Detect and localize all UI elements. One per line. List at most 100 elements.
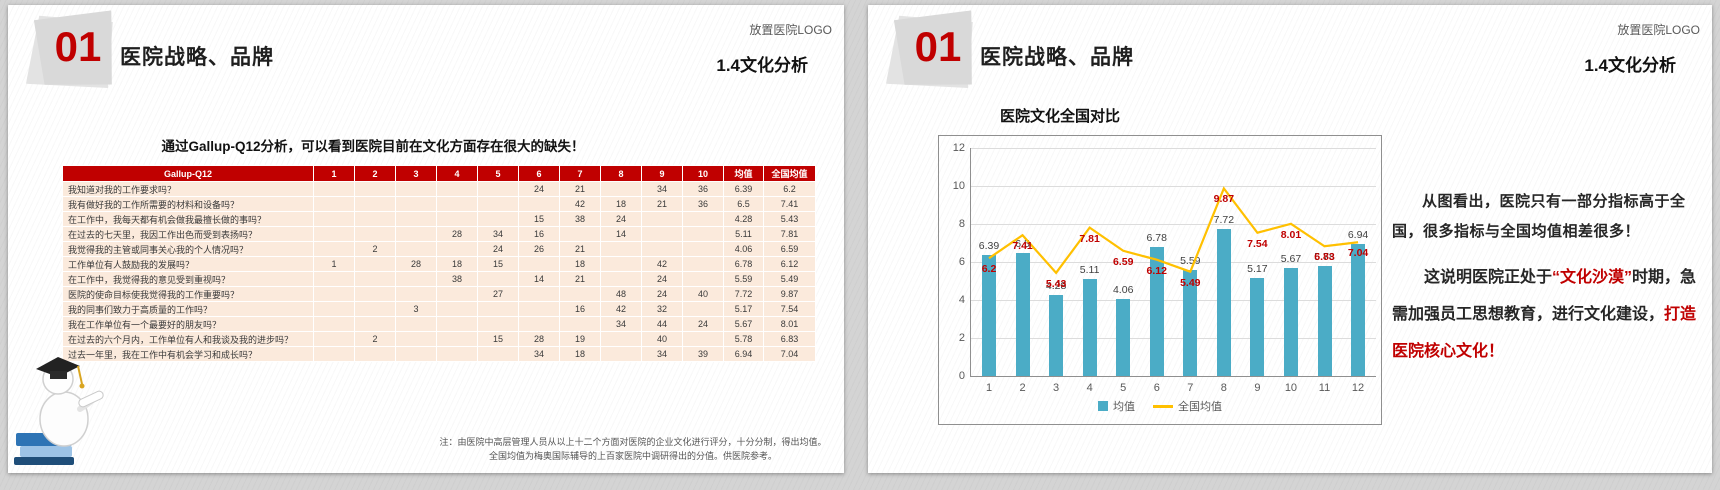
score-cell [600,256,642,272]
score-cell: 1 [313,256,355,272]
section-number: 01 [914,23,962,70]
score-cell: 34 [600,316,642,332]
legend-label-national-mean: 全国均值 [1178,401,1222,413]
score-cell: 19 [559,331,601,347]
score-cell: 36 [682,181,724,197]
x-axis-label: 3 [1053,382,1060,394]
score-cell: 24 [477,241,519,257]
score-cell [354,181,396,197]
mean-cell: 7.72 [723,286,764,302]
legend-label-mean: 均值 [1113,401,1135,413]
score-cell [436,286,478,302]
score-cell: 34 [477,226,519,242]
score-cell: 18 [600,196,642,212]
score-cell: 15 [477,256,519,272]
mean-bar [1216,229,1231,376]
national-mean-cell: 9.87 [763,286,816,302]
national-mean-cell: 6.59 [763,241,816,257]
y-axis-label: 2 [958,332,965,344]
mean-cell: 6.5 [723,196,764,212]
score-cell: 42 [641,256,683,272]
legend-item-national-mean: 全国均值 [1153,398,1222,414]
mean-bar [1283,268,1298,376]
bar-value-label: 5.17 [1247,262,1268,275]
mean-cell: 4.06 [723,241,764,257]
table-header-gallup-q12: Gallup-Q12 [62,165,314,182]
score-cell [395,331,437,347]
table-row: 我的同事们致力于高质量的工作吗？ 3 16 42 32 5.17 7.54 [62,301,816,317]
national-mean-cell: 8.01 [763,316,816,332]
score-cell: 2 [354,241,396,257]
score-cell [477,196,519,212]
score-cell [395,196,437,212]
score-cell [313,211,355,227]
score-cell [313,241,355,257]
x-axis-label: 4 [1086,382,1093,394]
slide-subtitle: 1.4文化分析 [716,56,808,75]
bar-value-label: 6.39 [978,239,1000,252]
commentary-block: 从图看出，医院只有一部分指标高于全国，很多指标与全国均值相差很多！ 这说明医院正… [1392,187,1706,370]
x-axis-label: 7 [1187,382,1194,394]
score-cell: 24 [600,211,642,227]
national-mean-cell: 5.49 [763,271,816,287]
score-cell [395,271,437,287]
table-header-cell: 3 [395,165,437,182]
score-cell [477,346,519,362]
table-row: 在过去的七天里，我因工作出色而受到表扬吗？ 28 34 16 14 5.11 7.81 [62,226,816,242]
score-cell [395,346,437,362]
line-value-label: 7.81 [1079,232,1100,245]
mean-bar [1015,252,1030,376]
score-cell [395,286,437,302]
score-cell [641,241,683,257]
score-cell [313,226,355,242]
x-axis-label: 5 [1120,382,1127,394]
gridline [970,186,1376,187]
score-cell [559,286,601,302]
score-cell [518,196,560,212]
score-cell: 24 [518,181,560,197]
commentary-p2-highlight-2: 打造医院核心文化！ [1392,306,1697,360]
question-cell: 工作单位有人鼓励我的发展吗？ [62,256,314,272]
slide-left[interactable]: 01 医院战略、品牌 放置医院LOGO 1.4文化分析 通过Gallup-Q12… [8,5,844,473]
y-axis-label: 4 [958,294,965,306]
table-row: 工作单位有人鼓励我的发展吗？ 1 28 18 15 18 42 6.78 6.12 [62,256,816,272]
score-cell [600,241,642,257]
score-cell [559,226,601,242]
mean-cell: 6.39 [723,181,764,197]
score-cell [354,316,396,332]
mean-cell: 5.78 [723,331,764,347]
score-cell [436,211,478,227]
score-cell [600,331,642,347]
score-cell: 21 [559,241,601,257]
score-cell: 2 [354,331,396,347]
score-cell: 38 [559,211,601,227]
score-cell [641,226,683,242]
score-cell: 40 [641,331,683,347]
national-mean-cell: 6.12 [763,256,816,272]
score-cell [313,301,355,317]
mean-bar [982,254,996,376]
score-cell: 36 [682,196,724,212]
score-cell: 42 [559,196,601,212]
line-value-label: 7.41 [1012,240,1033,253]
score-cell [395,181,437,197]
question-cell: 我的同事们致力于高质量的工作吗？ [62,301,314,317]
score-cell [354,286,396,302]
score-cell [395,241,437,257]
score-cell [354,226,396,242]
score-cell [313,331,355,347]
line-value-label: 5.49 [1180,276,1201,289]
national-mean-cell: 6.2 [763,181,816,197]
gallup-q12-table: Gallup-Q12 1 2 3 4 5 6 7 8 9 10 均值 全国均值 我知道对我的工作要求吗？ 2… [62,165,816,362]
score-cell [600,271,642,287]
slide-right[interactable]: 01 医院战略、品牌 放置医院LOGO 1.4文化分析 医院文化全国对比 均值 … [868,5,1712,473]
score-cell: 24 [641,286,683,302]
table-row: 我知道对我的工作要求吗？ 24 21 34 36 6.39 6.2 [62,181,816,197]
line-value-label: 7.54 [1247,237,1268,250]
section-title: 医院战略、品牌 [120,46,274,69]
question-cell: 过去一年里，我在工作中有机会学习和成长吗？ [62,346,314,362]
score-cell: 21 [559,181,601,197]
gridline [970,224,1376,225]
score-cell [313,196,355,212]
table-header-cell: 6 [518,165,560,182]
